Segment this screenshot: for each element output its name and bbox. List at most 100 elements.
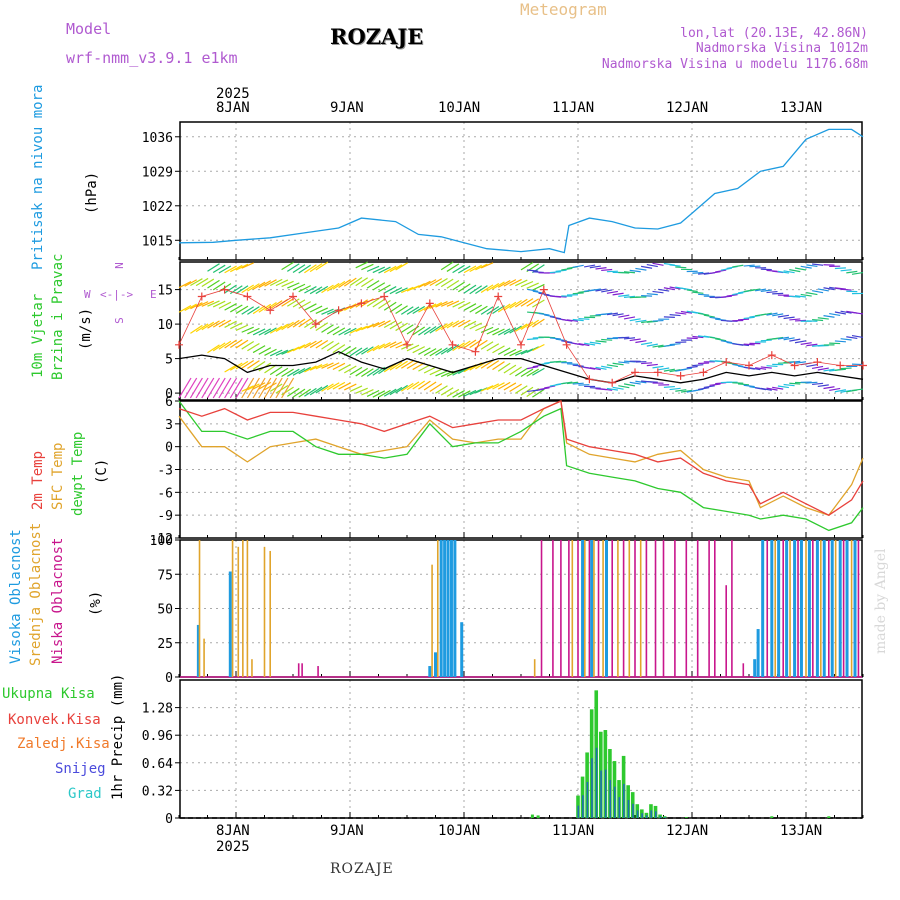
wind-arrow [326,342,340,352]
wind-arrow [275,279,289,287]
wind-arrow [458,390,471,398]
wind-gust-mark [722,358,731,367]
wind-arrow-low [246,377,260,399]
wind-arrow [224,320,237,328]
cloud-bar-50 [696,540,699,677]
wind-arrow-low [229,377,243,399]
wind-arrow-low [184,377,198,399]
wind-arrow [680,367,693,371]
wind-arrow [440,346,454,355]
cloud-bar-31 [581,540,585,677]
wind-arrow [812,382,824,386]
wind-gust-mark [243,292,252,301]
wind-arrow [589,367,601,371]
compass-arrow: <-|-> [100,288,134,301]
wind-arrow [589,265,601,269]
day-bottom-5: 13JAN [780,823,823,839]
wind-arrow [749,265,761,268]
cloud-bar-32 [584,540,586,677]
ytick-label-3-3: 75 [157,568,173,583]
wind-arrow [766,290,778,294]
wind-arrow [315,261,329,271]
wind-arrow [292,264,306,274]
wind-arrow [663,316,675,319]
wind-arrow [503,382,517,391]
ytick-label-2-6: 6 [165,395,173,410]
wind-arrow [469,264,482,273]
wind-arrow [840,389,852,393]
wind-arrow [224,265,237,274]
wind-gust-mark [289,292,297,301]
wind-arrow [840,338,852,341]
wind-gust-mark [175,340,183,349]
wind-arrow [184,303,197,312]
wind-arrow [817,384,829,388]
wind-arrow [349,385,363,392]
wind-arrow [772,313,784,317]
wind-arrow [783,383,795,387]
wind-arrow [247,306,260,315]
wind-arrow [247,327,260,335]
wind-arrow [212,281,226,291]
wind-arrow [646,343,658,347]
wind-arrow [378,389,391,398]
wind-arrow [275,349,289,356]
wind-arrow [457,340,471,350]
cloud-bar-63 [782,540,784,677]
cloud-bar-74 [822,540,826,677]
wind-arrow [395,287,408,295]
ytick-label-2-1: -9 [157,509,173,524]
wind-arrow [497,347,511,355]
cloud-bar-49 [685,540,688,677]
wind-arrow [179,348,191,354]
precip-bar-inner-16 [650,810,653,818]
wind-arrow [595,366,607,370]
wind-arrow [606,312,618,316]
wind-arrow [258,303,272,313]
cloud-bar-13 [317,666,319,677]
wind-arrow [777,314,789,318]
wind-arrow [190,324,203,334]
wind-arrow [800,342,812,345]
wind-arrow [503,348,517,357]
wind-arrow [366,280,380,289]
precip-bar-inner-0 [577,805,580,818]
wind-arrow [572,318,584,322]
wind-arrow [418,280,431,288]
wind-arrow [281,368,294,378]
precip-bar-inner-9 [618,797,621,818]
wind-arrow [612,292,624,296]
ytick-label-4-4: 1.28 [142,702,173,717]
wind-arrow [629,381,641,385]
wind-arrow [486,327,500,335]
wind-arrow [760,387,772,391]
wind-arrow [766,312,778,316]
wind-arrow [480,360,494,369]
wind-arrow [497,328,511,336]
ytick-label-1-1: 5 [165,353,173,368]
wind-arrow [749,367,761,371]
wind-arrow [207,279,220,289]
cloud-bar-65 [789,540,791,677]
wind-arrow [851,311,864,315]
wind-gust-mark [494,292,503,301]
wind-arrow [532,343,545,352]
wind-arrow [715,269,727,273]
ytick-label-2-2: -6 [157,486,173,501]
wind-arrow [389,361,403,371]
wind-arrow [663,344,675,347]
wind-arrow [697,387,710,391]
wind-arrow [366,322,380,329]
cloud-bar-3 [228,571,232,677]
wind-arrow [823,368,835,372]
precip-bar-inner-12 [632,803,634,818]
wind-arrow [578,342,590,347]
wind-gust-mark [425,299,434,308]
wind-arrow [680,389,693,393]
cloud-bar-9 [263,546,266,677]
wind-arrow [418,380,431,390]
wind-arrow [680,310,693,314]
wind-arrow [486,360,500,370]
wind-arrow [532,367,545,376]
wind-arrow [503,301,517,311]
